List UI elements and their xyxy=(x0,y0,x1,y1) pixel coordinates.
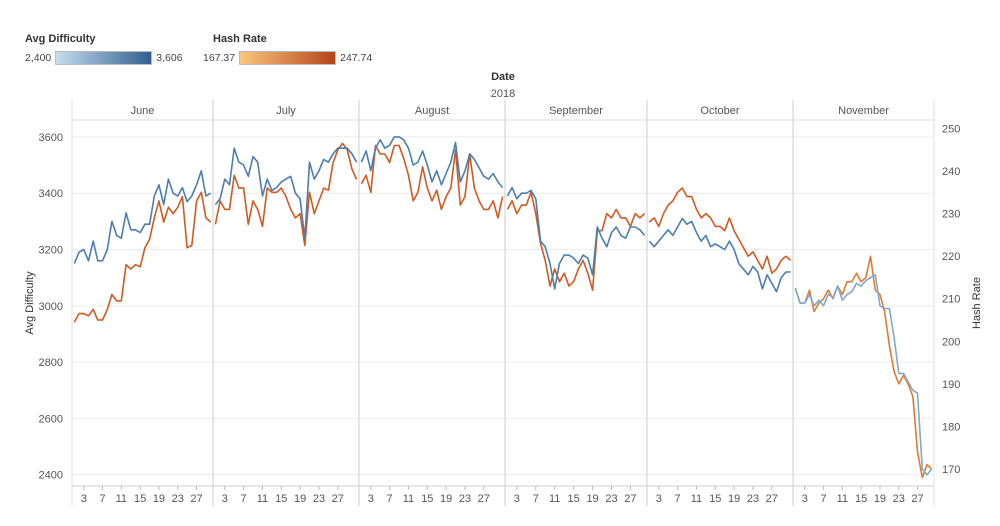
y-right-tick-label: 240 xyxy=(942,166,960,178)
legend-min-difficulty: 2,400 xyxy=(25,52,52,64)
x-tick-label: 15 xyxy=(568,493,580,505)
x-tick-label: 23 xyxy=(893,493,905,505)
avg-difficulty-line-november xyxy=(794,273,933,476)
x-tick-label: 7 xyxy=(99,493,105,505)
hash-rate-line-september xyxy=(506,191,646,292)
y-right-tick-label: 190 xyxy=(942,379,960,391)
x-tick-label: 11 xyxy=(116,493,127,505)
hash-rate-line-july xyxy=(214,142,358,247)
y-axis-left-label: Avg Difficulty xyxy=(24,271,36,335)
x-tick-label: 15 xyxy=(134,493,146,505)
x-tick-label: 19 xyxy=(728,493,740,505)
avg-difficulty-line-august xyxy=(360,136,504,189)
month-label: September xyxy=(549,105,603,117)
avg-difficulty-line-september xyxy=(506,186,646,290)
legend-max-hashrate: 247.74 xyxy=(340,52,373,64)
x-tick-label: 19 xyxy=(294,493,306,505)
legend-gradient-difficulty xyxy=(55,51,153,65)
y-right-tick-label: 200 xyxy=(942,336,960,348)
hash-rate-line-october xyxy=(648,187,792,275)
x-tick-label: 7 xyxy=(241,493,247,505)
x-tick-label: 23 xyxy=(172,493,184,505)
x-tick-label: 7 xyxy=(820,493,826,505)
y-left-tick-label: 3600 xyxy=(39,132,63,144)
x-tick-label: 3 xyxy=(368,493,374,505)
x-tick-label: 23 xyxy=(313,493,325,505)
month-label: August xyxy=(415,105,449,117)
x-tick-label: 7 xyxy=(675,493,681,505)
x-tick-label: 11 xyxy=(403,493,414,505)
x-tick-label: 27 xyxy=(190,493,202,505)
y-right-tick-label: 250 xyxy=(942,124,960,136)
y-right-tick-label: 170 xyxy=(942,464,960,476)
x-tick-label: 7 xyxy=(533,493,539,505)
x-tick-label: 11 xyxy=(257,493,268,505)
avg-difficulty-line-july xyxy=(214,147,358,239)
avg-difficulty-line-june xyxy=(73,169,212,264)
date-header-title: Date xyxy=(491,71,515,83)
x-tick-label: 15 xyxy=(855,493,867,505)
x-tick-label: 3 xyxy=(222,493,228,505)
y-left-tick-label: 3200 xyxy=(39,245,63,257)
y-right-tick-label: 230 xyxy=(942,209,960,221)
legend-max-difficulty: 3,606 xyxy=(156,52,183,64)
x-tick-label: 15 xyxy=(275,493,287,505)
x-tick-label: 27 xyxy=(478,493,490,505)
legend-gradient-hashrate xyxy=(239,51,337,65)
y-right-tick-label: 210 xyxy=(942,294,960,306)
x-tick-label: 11 xyxy=(549,493,560,505)
x-tick-label: 11 xyxy=(837,493,848,505)
legend-title-difficulty: Avg Difficulty xyxy=(25,33,96,45)
x-tick-label: 27 xyxy=(624,493,636,505)
y-right-tick-label: 220 xyxy=(942,251,960,263)
y-left-tick-label: 3000 xyxy=(39,301,63,313)
x-tick-label: 27 xyxy=(332,493,344,505)
y-left-tick-label: 2400 xyxy=(39,470,63,482)
x-tick-label: 11 xyxy=(691,493,702,505)
y-left-tick-label: 3400 xyxy=(39,188,63,200)
x-tick-label: 23 xyxy=(747,493,759,505)
month-label: October xyxy=(700,105,739,117)
x-tick-label: 19 xyxy=(440,493,452,505)
y-left-tick-label: 2800 xyxy=(39,357,63,369)
month-label: November xyxy=(838,105,889,117)
x-tick-label: 27 xyxy=(766,493,778,505)
x-tick-label: 3 xyxy=(802,493,808,505)
x-tick-label: 23 xyxy=(459,493,471,505)
y-right-tick-label: 180 xyxy=(942,421,960,433)
x-tick-label: 15 xyxy=(421,493,433,505)
x-tick-label: 23 xyxy=(605,493,617,505)
legend-hash-rate: Hash Rate 167.37 247.74 xyxy=(203,33,372,65)
hash-rate-line-november xyxy=(794,255,933,479)
x-tick-label: 3 xyxy=(656,493,662,505)
month-label: June xyxy=(131,105,155,117)
x-tick-label: 19 xyxy=(153,493,165,505)
month-label: July xyxy=(276,105,296,117)
x-tick-label: 3 xyxy=(81,493,87,505)
x-tick-label: 7 xyxy=(387,493,393,505)
legend-avg-difficulty: Avg Difficulty 2,400 3,606 xyxy=(25,33,183,65)
date-header-year: 2018 xyxy=(491,88,515,100)
x-tick-label: 27 xyxy=(911,493,923,505)
x-tick-label: 19 xyxy=(586,493,598,505)
hash-rate-line-august xyxy=(360,144,504,219)
y-left-tick-label: 2600 xyxy=(39,413,63,425)
x-tick-label: 15 xyxy=(709,493,721,505)
avg-difficulty-line-october xyxy=(648,217,791,293)
x-tick-label: 19 xyxy=(874,493,886,505)
legend-min-hashrate: 167.37 xyxy=(203,52,236,64)
x-tick-label: 3 xyxy=(514,493,520,505)
legend-title-hashrate: Hash Rate xyxy=(213,33,267,45)
y-axis-right-label: Hash Rate xyxy=(971,277,983,329)
hash-rate-line-june xyxy=(73,191,212,323)
